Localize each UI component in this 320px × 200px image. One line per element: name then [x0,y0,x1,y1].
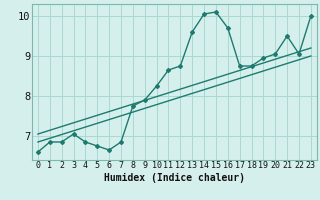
X-axis label: Humidex (Indice chaleur): Humidex (Indice chaleur) [104,173,245,183]
